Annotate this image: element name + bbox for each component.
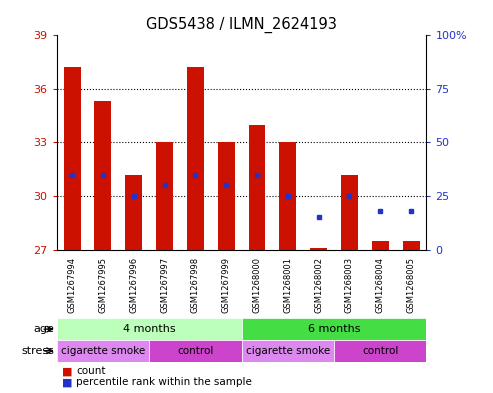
Text: 4 months: 4 months: [123, 324, 176, 334]
Text: GSM1268000: GSM1268000: [252, 257, 261, 313]
Text: cigarette smoke: cigarette smoke: [246, 346, 330, 356]
Text: GSM1267996: GSM1267996: [129, 257, 138, 313]
Bar: [187, 68, 204, 250]
Bar: [280, 142, 296, 250]
Text: GSM1267999: GSM1267999: [222, 257, 231, 313]
Text: GSM1267995: GSM1267995: [99, 257, 107, 313]
Text: GSM1268002: GSM1268002: [314, 257, 323, 313]
Text: percentile rank within the sample: percentile rank within the sample: [76, 377, 252, 387]
Bar: [341, 174, 358, 250]
Bar: [242, 318, 426, 340]
Text: cigarette smoke: cigarette smoke: [61, 346, 145, 356]
Text: GSM1268001: GSM1268001: [283, 257, 292, 313]
Bar: [57, 318, 242, 340]
Bar: [57, 340, 149, 362]
Bar: [125, 174, 142, 250]
Text: control: control: [177, 346, 213, 356]
Text: GSM1268003: GSM1268003: [345, 257, 354, 313]
Bar: [242, 340, 334, 362]
Text: stress: stress: [21, 346, 54, 356]
Text: age: age: [34, 324, 54, 334]
Bar: [248, 125, 265, 250]
Text: ■: ■: [62, 366, 72, 376]
Title: GDS5438 / ILMN_2624193: GDS5438 / ILMN_2624193: [146, 17, 337, 33]
Text: GSM1268004: GSM1268004: [376, 257, 385, 313]
Bar: [156, 142, 173, 250]
Bar: [95, 101, 111, 250]
Text: GSM1267997: GSM1267997: [160, 257, 169, 313]
Text: GSM1268005: GSM1268005: [407, 257, 416, 313]
Bar: [372, 241, 388, 250]
Bar: [218, 142, 235, 250]
Text: GSM1267998: GSM1267998: [191, 257, 200, 313]
Bar: [64, 68, 80, 250]
Text: count: count: [76, 366, 106, 376]
Text: 6 months: 6 months: [308, 324, 360, 334]
Bar: [310, 248, 327, 250]
Bar: [403, 241, 420, 250]
Bar: [149, 340, 242, 362]
Text: ■: ■: [62, 377, 72, 387]
Text: control: control: [362, 346, 398, 356]
Text: GSM1267994: GSM1267994: [68, 257, 76, 313]
Bar: [334, 340, 426, 362]
